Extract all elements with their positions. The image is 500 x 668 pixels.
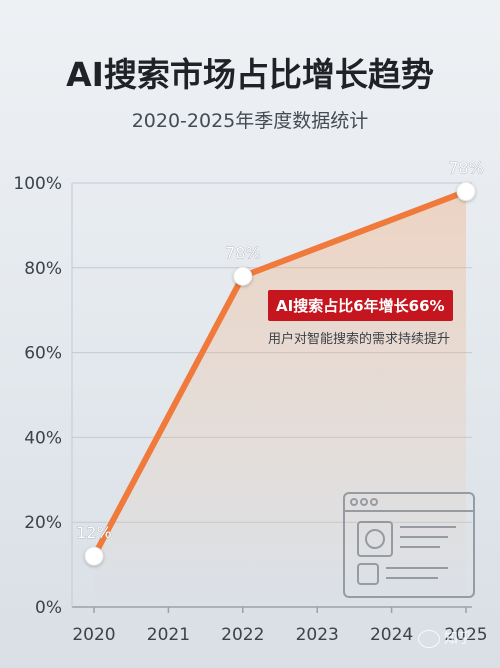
y-tick-label: 20% [24, 513, 62, 533]
y-tick-label: 80% [24, 259, 62, 279]
data-label: 12% [76, 523, 112, 542]
chart-title: AI搜索市场占比增长趋势 [66, 55, 434, 94]
data-label: 78% [448, 158, 484, 177]
y-tick-label: 40% [24, 428, 62, 448]
x-tick-label: 2025 [444, 625, 487, 645]
y-tick-label: 0% [35, 598, 62, 618]
x-tick-label: 2021 [147, 625, 190, 645]
x-tick-label: 2022 [221, 625, 264, 645]
annotation-highlight: AI搜索占比6年增长66% [268, 290, 453, 321]
data-label: 78% [225, 243, 261, 262]
watermark: 知乎 [418, 628, 472, 648]
x-tick-label: 2020 [72, 625, 115, 645]
annotation-text: 用户对智能搜索的需求持续提升 [268, 332, 451, 347]
chart-subtitle: 2020-2025年季度数据统计 [131, 110, 369, 132]
y-tick-label: 100% [13, 174, 62, 194]
data-point [84, 546, 104, 566]
y-tick-label: 60% [24, 344, 62, 364]
x-tick-label: 2024 [370, 625, 413, 645]
series-area [94, 191, 466, 608]
x-tick-label: 2023 [296, 625, 339, 645]
watermark-text: 知乎 [444, 631, 472, 647]
zhihu-bubble-icon [418, 630, 440, 648]
data-point [233, 266, 253, 286]
browser-window-icon [343, 492, 475, 598]
data-point [456, 181, 476, 201]
